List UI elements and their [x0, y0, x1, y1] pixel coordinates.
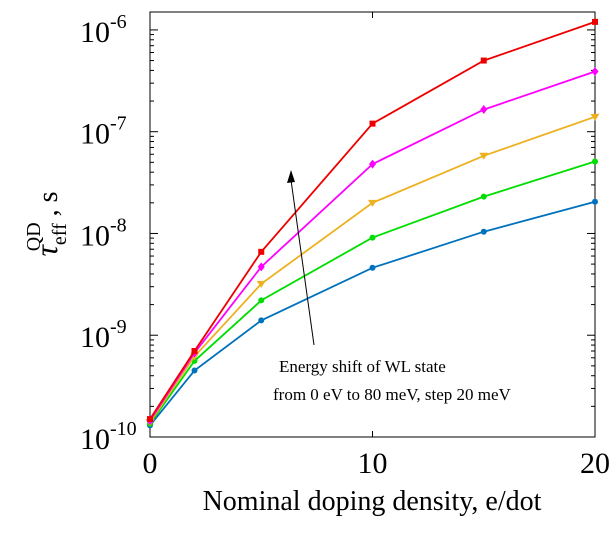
- y-tick-label: 10-7: [80, 113, 127, 151]
- y-axis-symbol: τ: [28, 244, 64, 257]
- series-line: [149, 200, 596, 426]
- series-1: [147, 198, 598, 429]
- data-point: [480, 105, 488, 115]
- series-line: [149, 21, 596, 420]
- y-tick-base: 10: [80, 219, 110, 252]
- data-point: [257, 262, 265, 272]
- y-tick-base: 10: [80, 423, 110, 456]
- data-point: [368, 199, 377, 207]
- x-tick-label: 10: [358, 447, 388, 480]
- series-line: [149, 115, 596, 423]
- data-point: [592, 198, 598, 205]
- data-point: [480, 193, 487, 200]
- y-tick-exponent: -6: [110, 11, 127, 33]
- annotation-line-2: from 0 eV to 80 meV, step 20 meV: [273, 385, 512, 404]
- series-5: [147, 18, 598, 423]
- data-point: [369, 159, 376, 169]
- data-point: [590, 113, 600, 121]
- data-point: [479, 152, 489, 160]
- y-axis-label: τeffQD , s: [23, 191, 71, 256]
- data-point: [147, 416, 153, 423]
- data-point: [480, 57, 487, 64]
- annotation-line-1: Energy shift of WL state: [279, 357, 446, 376]
- data-point: [591, 67, 599, 77]
- data-point: [258, 317, 265, 324]
- data-point: [592, 18, 598, 25]
- y-tick-exponent: -7: [110, 113, 127, 135]
- data-point: [258, 248, 265, 255]
- series-line: [149, 70, 596, 422]
- y-axis-suffix: , s: [33, 191, 64, 216]
- y-tick-base: 10: [80, 16, 110, 49]
- data-point: [369, 234, 376, 241]
- y-tick-base: 10: [80, 118, 110, 151]
- data-point: [191, 347, 198, 354]
- data-point: [369, 120, 376, 127]
- y-tick-exponent: -10: [110, 418, 137, 440]
- x-axis-label: Nominal doping density, e/dot: [203, 486, 542, 517]
- y-axis-superscript: QD: [23, 222, 45, 251]
- x-tick-label: 0: [143, 447, 158, 480]
- data-point: [480, 228, 487, 235]
- series-2: [147, 158, 598, 427]
- series-layer: [145, 18, 600, 429]
- y-tick-label: 10-8: [80, 214, 127, 252]
- y-tick-label: 10-6: [80, 11, 127, 49]
- y-tick-label: 10-9: [80, 316, 127, 354]
- y-tick-exponent: -8: [110, 214, 127, 236]
- data-point: [592, 158, 598, 165]
- data-point: [256, 280, 266, 288]
- y-axis-subscript: eff: [49, 223, 71, 245]
- series-line: [149, 160, 596, 425]
- data-point: [258, 297, 265, 304]
- data-point: [369, 264, 376, 271]
- data-point: [191, 367, 198, 374]
- y-tick-base: 10: [80, 321, 110, 354]
- annotation-arrow-shaft: [290, 179, 315, 346]
- annotation-arrow-head: [287, 170, 295, 183]
- y-tick-label: 10-10: [80, 418, 137, 456]
- y-tick-exponent: -9: [110, 316, 127, 338]
- annotation: Energy shift of WL state from 0 eV to 80…: [273, 170, 512, 404]
- series-3: [145, 113, 600, 427]
- x-tick-label: 20: [580, 447, 610, 480]
